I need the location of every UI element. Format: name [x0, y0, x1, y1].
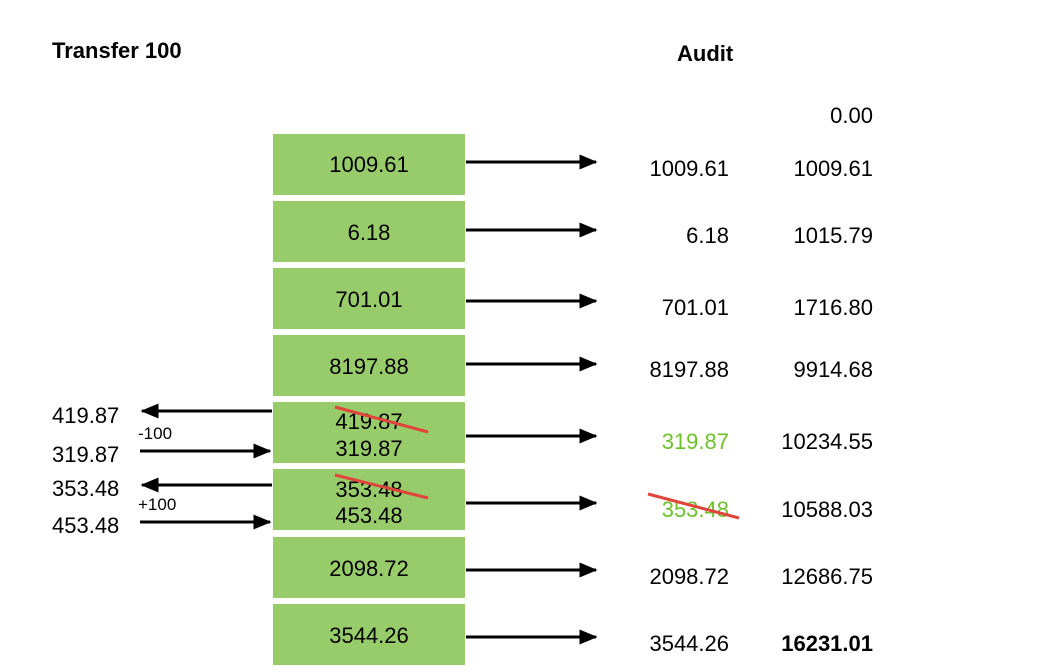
running-total: 1015.79	[793, 223, 873, 248]
audit-value: 3544.26	[649, 631, 729, 656]
record-cell-2: 6.18	[273, 201, 465, 262]
running-total: 12686.75	[781, 564, 873, 589]
transfer-delta: -100	[138, 424, 173, 443]
record-value: 701.01	[335, 287, 403, 312]
audit-value: 6.18	[686, 223, 729, 248]
running-total: 10234.55	[781, 429, 873, 454]
record-cell-4: 8197.88	[273, 335, 465, 396]
running-total: 10588.03	[781, 497, 873, 522]
audit-value: 701.01	[661, 295, 729, 320]
record-value: 2098.72	[329, 556, 409, 581]
transfer-out-value: 419.87	[52, 403, 120, 428]
transfer-in-value: 319.87	[52, 442, 120, 467]
audit-value: 2098.72	[649, 564, 729, 589]
record-value: 319.87	[335, 436, 403, 461]
transfer-in-value: 453.48	[52, 513, 120, 538]
strike-mark	[647, 492, 740, 520]
audit-initial-balance: 0.00	[830, 103, 873, 128]
strike-mark	[334, 405, 429, 434]
record-value: 1009.61	[329, 152, 409, 177]
audit-title: Audit	[677, 41, 734, 66]
record-cell-3: 701.01	[273, 268, 465, 329]
audit-value: 1009.61	[649, 156, 729, 181]
record-value: 453.48	[335, 503, 403, 528]
transfer-delta: +100	[138, 495, 177, 514]
transfer-title: Transfer 100	[52, 38, 182, 63]
transfer-out-value: 353.48	[52, 476, 120, 501]
record-cell-6: 353.48 453.48	[273, 469, 465, 530]
running-total: 1009.61	[793, 156, 873, 181]
record-cell-8: 3544.26	[273, 604, 465, 665]
record-cell-1: 1009.61	[273, 134, 465, 195]
record-value: 6.18	[347, 220, 391, 245]
strike-mark	[334, 473, 429, 500]
final-total: 16231.01	[781, 631, 873, 656]
record-value: 3544.26	[329, 623, 409, 648]
audit-value: 8197.88	[649, 357, 729, 382]
running-total: 1716.80	[793, 295, 873, 320]
record-cell-7: 2098.72	[273, 537, 465, 598]
audit-value-changed: 319.87	[661, 429, 729, 454]
record-value: 8197.88	[329, 354, 409, 379]
record-cell-5: 419.87 319.87	[273, 402, 465, 463]
running-total: 9914.68	[793, 357, 873, 382]
